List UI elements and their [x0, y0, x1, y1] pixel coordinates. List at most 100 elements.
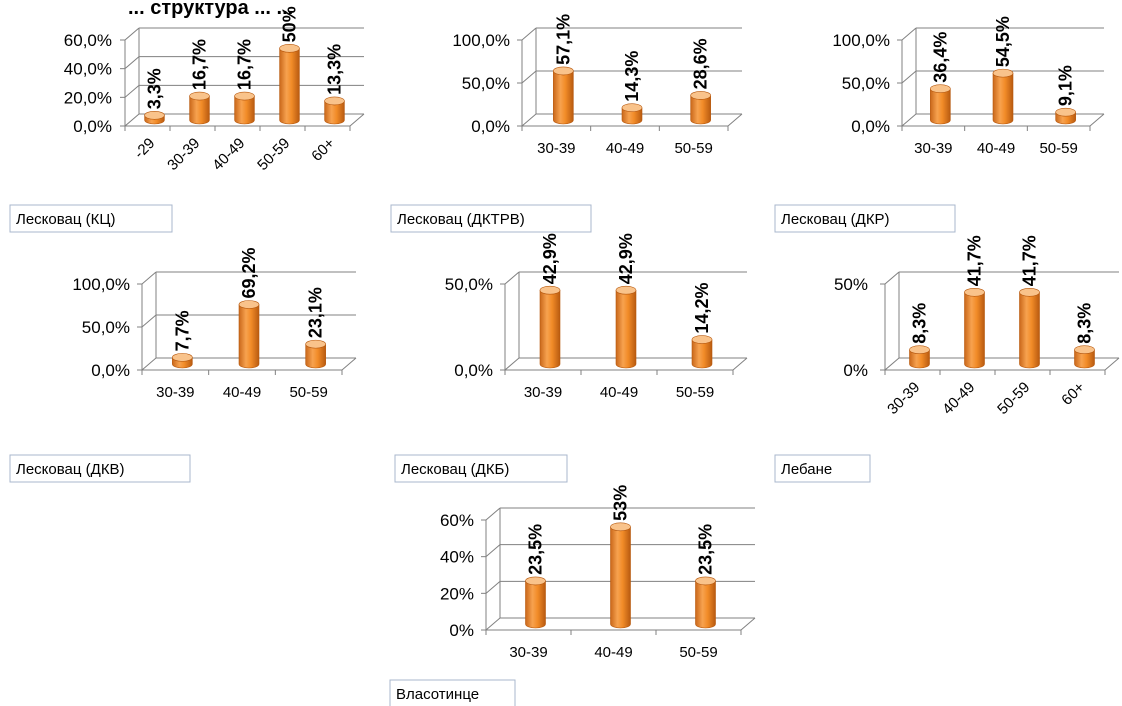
category-label: 50-59 [676, 384, 714, 401]
bar-top [930, 84, 951, 93]
gridline-diagonal [901, 27, 917, 41]
y-tick-label: 50% [834, 275, 868, 294]
bar-body [930, 88, 951, 125]
category-label: 30-39 [164, 135, 203, 174]
gridline-diagonal [485, 544, 501, 558]
data-label: 14,3% [622, 51, 642, 102]
y-tick-label: 0,0% [73, 117, 112, 136]
bar-top [172, 353, 193, 362]
bar-body [279, 48, 300, 125]
bar-50-59 [279, 44, 300, 125]
bar-50-59 [1055, 107, 1076, 125]
category-label: 60+ [1058, 379, 1088, 409]
y-tick-label: 0,0% [471, 117, 510, 136]
category-label: 30-39 [524, 384, 562, 401]
data-label: 57,1% [553, 14, 573, 65]
bar-30-39 [172, 353, 193, 369]
data-label: 23,1% [306, 287, 326, 338]
bar-body [615, 290, 637, 369]
bar-60+ [324, 96, 345, 125]
y-tick-label: 0,0% [91, 361, 130, 380]
bar--29 [144, 110, 165, 125]
gridline-diagonal [521, 27, 537, 41]
chart-name-box [774, 204, 956, 233]
bar-top [539, 285, 561, 295]
category-label: 40-49 [939, 379, 978, 418]
bar-body [1019, 292, 1040, 369]
y-tick-label: 20,0% [64, 88, 112, 107]
y-tick-label: 0% [449, 621, 474, 640]
bar-top [610, 522, 631, 532]
bar-40-49 [238, 300, 260, 369]
category-label: -29 [131, 135, 158, 162]
gridline-diagonal [124, 27, 140, 41]
bar-top [144, 110, 165, 120]
y-tick-label: 0,0% [851, 117, 890, 136]
chart-5: 0,0% 50,0% 42,9% 30-39 42,9% 40-49 14,2% 50-59 Л… [394, 233, 748, 483]
bar-body [553, 70, 574, 125]
bar-top [1055, 107, 1076, 117]
bar-30-39 [525, 576, 546, 629]
chart-name-box [394, 454, 568, 483]
chart-6: 0% 50% 8,3% 30-39 41,7% 40-49 41,7% 50-59 8,3% 60… [774, 235, 1120, 483]
gridline-diagonal [884, 357, 900, 371]
bar-top [690, 91, 711, 100]
chart-7: 0% 20% 40% 60% 23,5% 30-39 53% 40-49 23,5% 50-59 В… [389, 485, 756, 706]
y-tick-label: 100,0% [452, 31, 510, 50]
floor-edge [740, 617, 756, 631]
data-label: 53% [611, 485, 631, 521]
category-label: 30-39 [156, 384, 194, 401]
floor-edge [732, 357, 748, 371]
gridline-diagonal [124, 56, 140, 70]
bar-top [621, 103, 643, 113]
y-tick-label: 20% [440, 584, 474, 603]
bar-30-39 [189, 91, 210, 125]
bar-40-49 [610, 522, 631, 629]
category-label: 40-49 [600, 384, 638, 401]
bar-30-39 [909, 345, 930, 369]
bar-top [234, 91, 255, 101]
gridline-diagonal [485, 617, 501, 631]
gridline-diagonal [141, 357, 157, 371]
bar-top [1019, 287, 1040, 297]
chart-4: 0,0% 50,0% 100,0% 7,7% 30-39 69,2% 40-49 23,1% 5… [9, 247, 357, 483]
bar-body [238, 304, 260, 369]
y-tick-label: 100,0% [72, 275, 130, 294]
bar-top [909, 345, 930, 355]
category-label: 30-39 [914, 140, 952, 157]
gridline-diagonal [485, 580, 501, 594]
chart-2: 0,0% 50,0% 100,0% 57,1% 30-39 14,3% 40-49 28,6%… [390, 14, 743, 233]
chart-name: Лесковац (КЦ) [16, 211, 116, 228]
bar-top [691, 335, 713, 344]
data-label: 8,3% [910, 303, 930, 344]
bar-top [238, 300, 260, 309]
bar-body [610, 526, 631, 629]
bar-50-59 [690, 91, 711, 125]
bar-top [553, 66, 574, 76]
bar-50-59 [691, 335, 713, 369]
gridline-diagonal [141, 271, 157, 285]
data-label: 7,7% [172, 310, 192, 351]
y-tick-label: 60,0% [64, 31, 112, 50]
y-tick-label: 50,0% [445, 275, 493, 294]
gridline-diagonal [884, 271, 900, 285]
category-label: 30-39 [537, 140, 575, 157]
gridline-diagonal [504, 357, 520, 371]
bar-top [324, 96, 345, 106]
bar-top [279, 44, 300, 53]
chart-name: Лесковац (ДКТРВ) [397, 211, 525, 228]
floor-edge [1089, 113, 1105, 127]
bar-40-49 [992, 68, 1014, 125]
bar-40-49 [234, 91, 255, 125]
y-tick-label: 50,0% [462, 74, 510, 93]
bar-body [695, 580, 716, 629]
chart-name: Лесковац (ДКР) [781, 211, 890, 228]
category-label: 60+ [308, 135, 338, 165]
bar-40-49 [621, 103, 643, 125]
gridline-diagonal [124, 113, 140, 127]
bar-body [525, 580, 546, 629]
data-label: 23,5% [526, 524, 546, 575]
data-label: 36,4% [930, 32, 950, 83]
chart-name: Лесковац (ДКБ) [401, 461, 509, 478]
chart-name-box [774, 454, 871, 483]
